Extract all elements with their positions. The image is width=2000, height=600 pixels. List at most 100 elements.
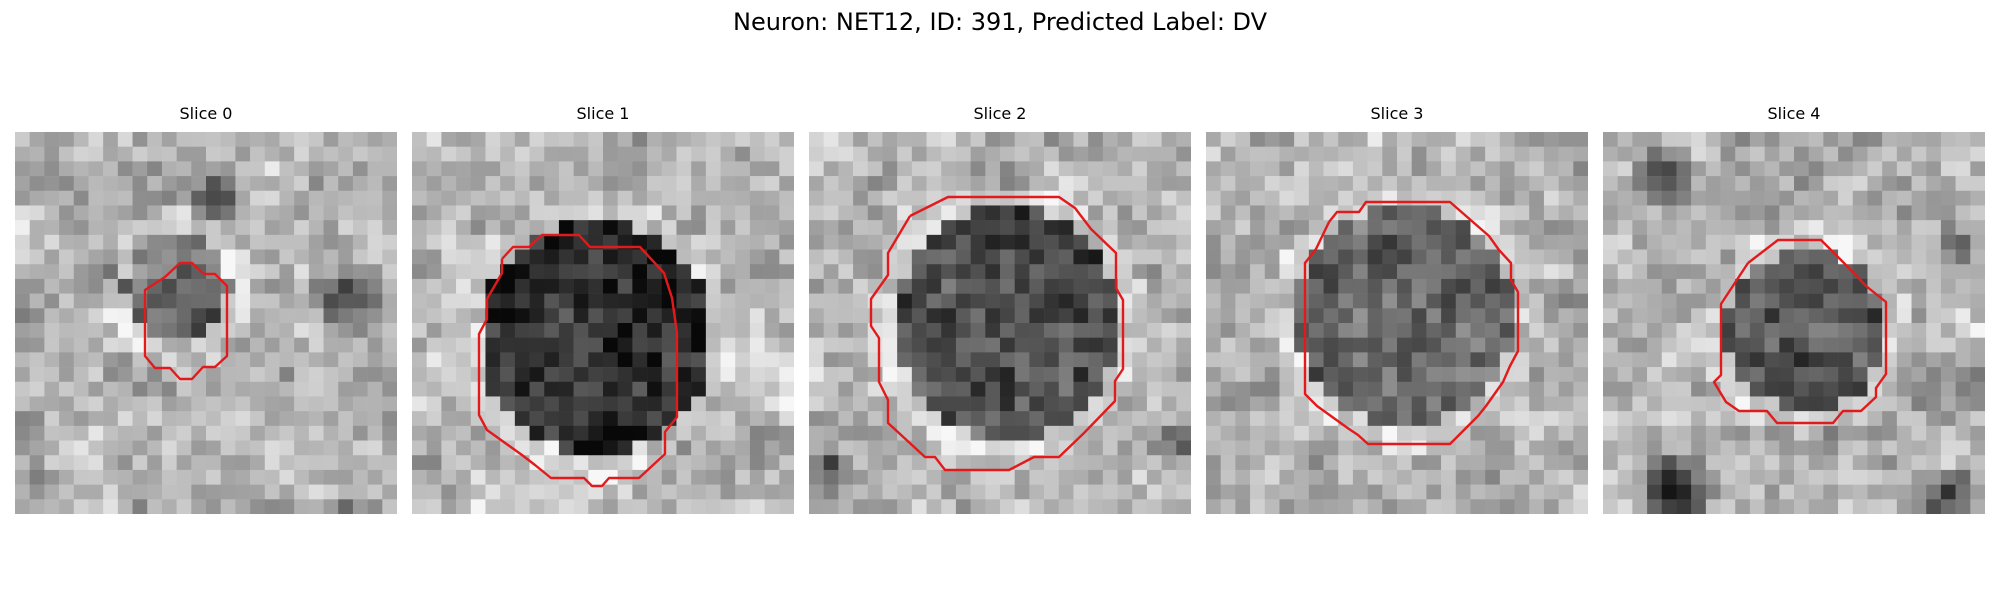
image-pixel — [1161, 440, 1177, 456]
image-pixel — [1235, 323, 1251, 338]
image-pixel — [647, 190, 663, 206]
image-pixel — [1970, 220, 1985, 236]
image-pixel — [720, 352, 736, 368]
image-pixel — [544, 278, 560, 294]
image-pixel — [1852, 308, 1868, 324]
image-pixel — [720, 234, 736, 250]
image-pixel — [573, 293, 589, 309]
image-pixel — [1617, 249, 1633, 265]
image-pixel — [1146, 440, 1162, 456]
image-pixel — [867, 469, 883, 485]
image-pixel — [1352, 323, 1368, 338]
figure-title: Neuron: NET12, ID: 391, Predicted Label:… — [732, 8, 1268, 36]
image-pixel — [1603, 132, 1618, 147]
image-pixel — [1499, 176, 1515, 192]
image-pixel — [647, 396, 663, 412]
image-pixel — [1838, 132, 1854, 147]
image-pixel — [1279, 425, 1295, 441]
image-pixel — [1014, 484, 1030, 500]
image-pixel — [294, 499, 310, 514]
image-pixel — [1558, 352, 1574, 368]
image-pixel — [1044, 293, 1060, 309]
image-pixel — [132, 278, 148, 294]
image-pixel — [661, 249, 677, 265]
image-pixel — [823, 411, 839, 427]
image-pixel — [867, 337, 883, 353]
image-pixel — [1632, 176, 1648, 192]
image-pixel — [279, 264, 295, 280]
image-pixel — [1838, 293, 1854, 309]
image-pixel — [15, 440, 30, 456]
image-pixel — [1411, 455, 1427, 471]
image-pixel — [603, 337, 618, 353]
image-pixel — [1441, 249, 1457, 265]
image-pixel — [1250, 146, 1266, 162]
image-pixel — [1970, 234, 1985, 250]
image-pixel — [897, 440, 913, 456]
image-pixel — [926, 220, 942, 236]
image-pixel — [117, 381, 133, 397]
image-pixel — [1411, 381, 1427, 397]
image-pixel — [1117, 234, 1133, 250]
image-pixel — [1000, 381, 1015, 397]
image-pixel — [308, 455, 324, 471]
image-pixel — [1573, 220, 1588, 236]
image-pixel — [1955, 205, 1971, 221]
image-pixel — [705, 381, 721, 397]
image-pixel — [250, 278, 266, 294]
image-pixel — [191, 176, 207, 192]
image-pixel — [294, 411, 310, 427]
image-pixel — [220, 132, 236, 147]
image-pixel — [1632, 337, 1648, 353]
image-pixel — [720, 176, 736, 192]
image-pixel — [1764, 440, 1780, 456]
image-pixel — [1470, 323, 1486, 338]
image-pixel — [1294, 176, 1310, 192]
image-pixel — [1397, 455, 1412, 471]
image-pixel — [59, 499, 75, 514]
image-pixel — [1338, 440, 1354, 456]
image-pixel — [206, 469, 221, 485]
image-pixel — [1514, 411, 1530, 427]
image-pixel — [632, 264, 648, 280]
image-pixel — [1250, 234, 1266, 250]
image-pixel — [1206, 352, 1221, 368]
image-pixel — [1838, 205, 1854, 221]
image-pixel — [1367, 205, 1383, 221]
image-pixel — [779, 396, 794, 412]
image-pixel — [367, 205, 383, 221]
image-pixel — [294, 337, 310, 353]
image-pixel — [1705, 499, 1721, 514]
image-pixel — [1000, 264, 1015, 280]
image-pixel — [132, 293, 148, 309]
image-pixel — [603, 190, 618, 206]
image-pixel — [250, 293, 266, 309]
image-pixel — [661, 234, 677, 250]
image-pixel — [573, 132, 589, 147]
image-pixel — [632, 484, 648, 500]
image-pixel — [1044, 499, 1060, 514]
image-pixel — [764, 308, 780, 324]
image-pixel — [809, 469, 824, 485]
image-pixel — [1603, 161, 1618, 177]
image-pixel — [323, 425, 339, 441]
image-pixel — [15, 411, 30, 427]
image-pixel — [456, 132, 472, 147]
image-pixel — [867, 176, 883, 192]
image-pixel — [1882, 308, 1898, 324]
image-pixel — [1779, 293, 1795, 309]
image-pixel — [1367, 190, 1383, 206]
image-pixel — [117, 293, 133, 309]
image-pixel — [103, 176, 119, 192]
image-pixel — [456, 367, 472, 383]
image-pixel — [1691, 440, 1707, 456]
image-pixel — [191, 234, 207, 250]
image-pixel — [1852, 396, 1868, 412]
image-pixel — [1470, 396, 1486, 412]
image-pixel — [206, 411, 221, 427]
image-pixel — [764, 146, 780, 162]
image-pixel — [1397, 469, 1412, 485]
image-pixel — [705, 146, 721, 162]
image-pixel — [235, 337, 251, 353]
image-pixel — [1382, 264, 1398, 280]
